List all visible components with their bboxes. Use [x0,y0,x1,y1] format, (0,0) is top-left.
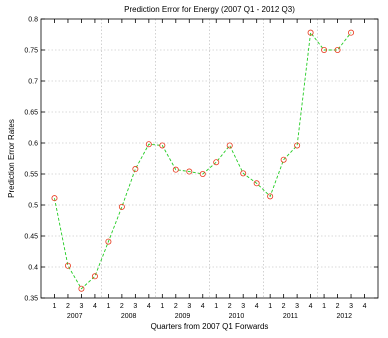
x-tick-label: 4 [255,303,259,310]
y-tick-label: 0.55 [24,172,38,179]
x-tick-label: 2 [228,303,232,310]
x-axis-label: Quarters from 2007 Q1 Forwards [151,322,269,331]
data-point-marker [132,166,139,173]
x-tick-label: 4 [147,303,151,310]
data-point-marker [253,180,260,187]
y-tick-label: 0.65 [24,110,38,117]
y-tick-layer: 0.35 0.4 0.45 0.5 0.55 0.6 0.65 0.7 0.75 0.8 [24,17,378,303]
x-tick-label: 3 [349,303,353,310]
y-tick-label: 0.4 [28,265,38,272]
x-tick-label: 2 [174,303,178,310]
year-label: 2009 [175,313,191,320]
x-tick-label: 1 [106,303,110,310]
y-axis-label: Prediction Error Rates [7,119,16,198]
x-tick-label: 3 [295,303,299,310]
plot-frame [40,18,379,299]
x-tick-label: 3 [241,303,245,310]
x-tick-label: 2 [336,303,340,310]
data-point-marker [267,193,274,200]
x-tick-layer: 1 2 3 4 1 2 3 4 1 2 3 4 1 2 3 4 1 2 3 4 1 2 3 4 [53,19,367,310]
data-point-marker [159,142,166,149]
year-label: 2007 [67,313,83,320]
data-point-marker [307,29,314,36]
x-tick-label: 3 [133,303,137,310]
data-point-marker [145,141,152,148]
data-point-marker [240,170,247,177]
y-tick-label: 0.8 [28,17,38,24]
data-point-marker [334,47,341,54]
data-point-marker [280,156,287,163]
data-point-marker [294,142,301,149]
data-point-marker [199,170,206,177]
series-line [54,31,352,290]
data-point-marker [78,285,85,292]
x-tick-label: 2 [120,303,124,310]
year-label-layer: 2007 2008 2009 2010 2011 2012 [67,313,352,320]
y-tick-label: 0.7 [28,79,38,86]
y-tick-label: 0.35 [24,296,38,303]
y-tick-label: 0.6 [28,141,38,148]
x-tick-label: 4 [201,303,205,310]
x-tick-label: 4 [363,303,367,310]
data-point-marker [226,142,233,149]
year-label: 2008 [121,313,137,320]
data-point-marker [118,203,125,210]
x-tick-label: 1 [214,303,218,310]
y-tick-label: 0.75 [24,48,38,55]
y-tick-label: 0.5 [28,203,38,210]
grid-layer [41,19,378,298]
x-tick-label: 1 [268,303,272,310]
chart-title: Prediction Error for Energy (2007 Q1 - 2… [124,5,295,14]
series-layer [51,29,355,292]
x-tick-label: 1 [160,303,164,310]
year-label: 2012 [337,313,353,320]
data-point-marker [172,166,179,173]
data-point-marker [348,29,355,36]
x-tick-label: 4 [309,303,313,310]
year-label: 2011 [283,313,298,320]
data-point-marker [213,159,220,166]
x-tick-label: 2 [282,303,286,310]
data-point-marker [64,262,71,269]
y-tick-label: 0.45 [24,234,38,241]
data-point-marker [105,238,112,245]
data-point-marker [321,47,328,54]
data-point-marker [91,273,98,280]
data-point-marker [51,195,58,202]
year-label: 2010 [229,313,245,320]
x-tick-label: 2 [66,303,70,310]
x-tick-label: 3 [79,303,83,310]
x-tick-label: 1 [53,303,57,310]
x-tick-label: 4 [93,303,97,310]
data-point-marker [186,168,193,175]
x-tick-label: 1 [322,303,326,310]
x-tick-label: 3 [187,303,191,310]
plot-area [41,19,378,298]
